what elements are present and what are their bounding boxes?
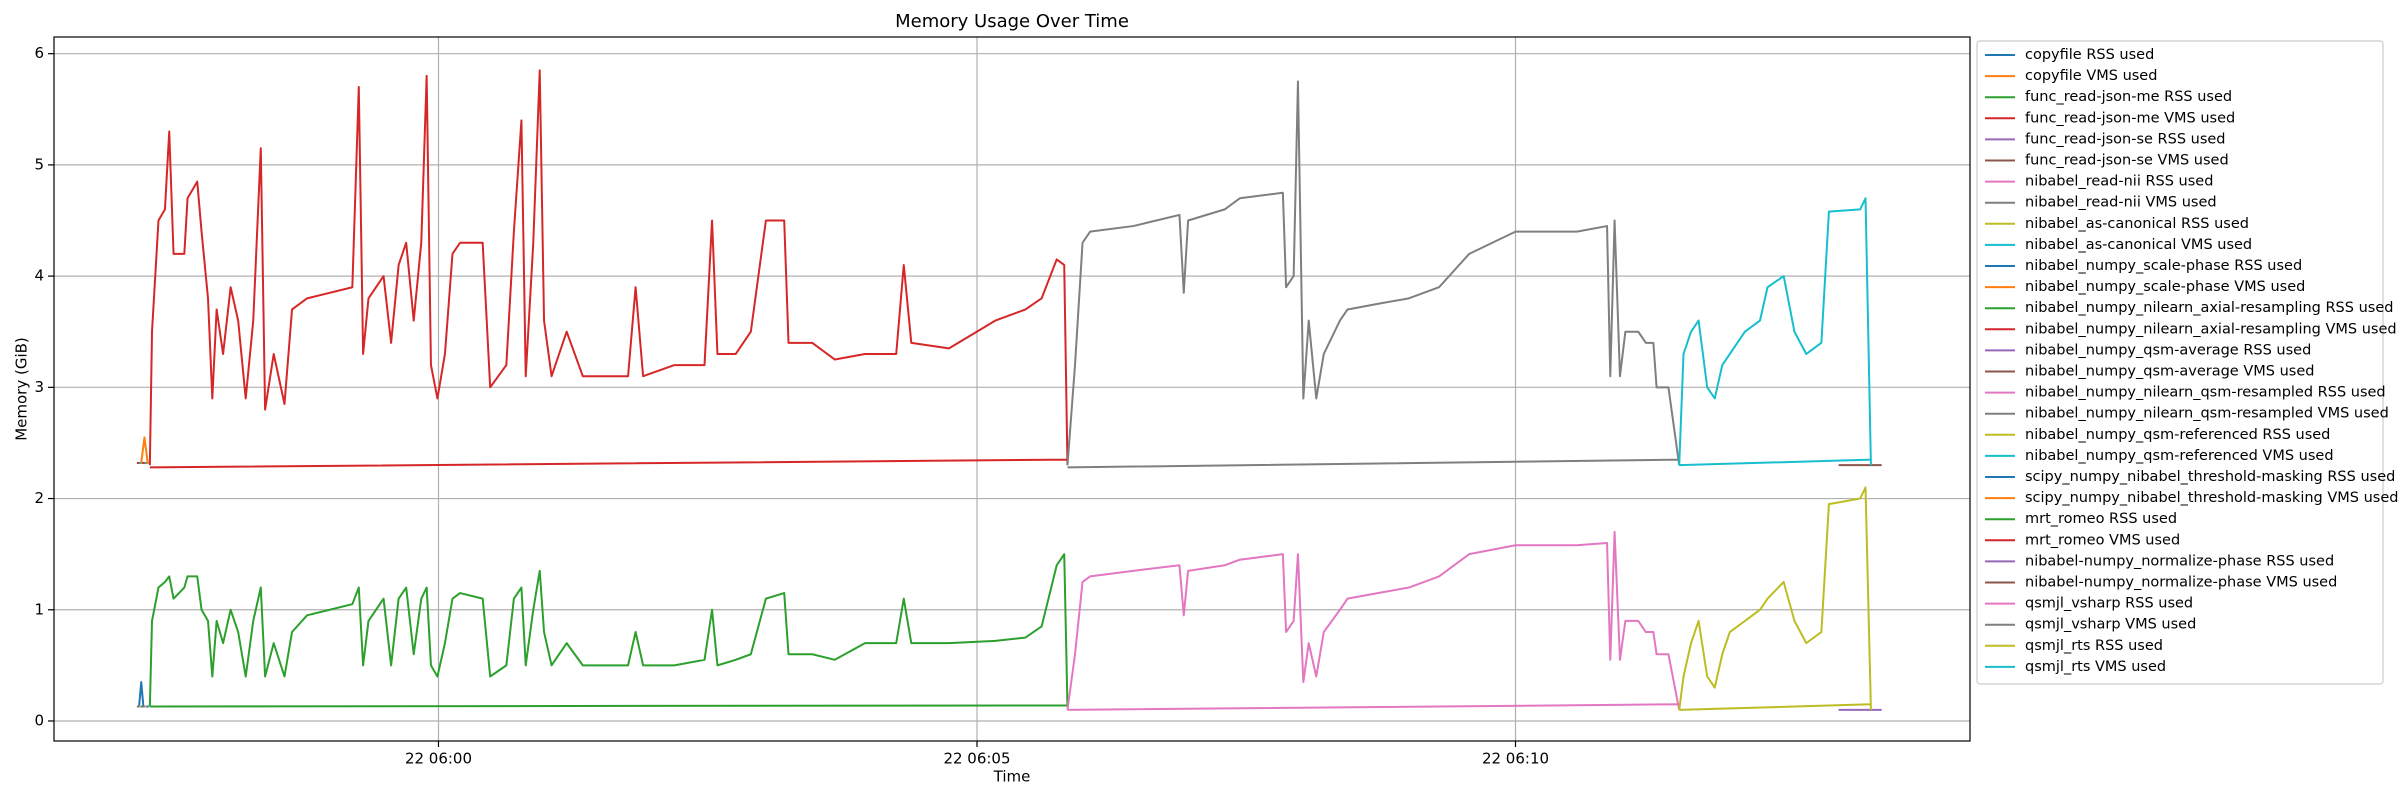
legend-label: nibabel_numpy_qsm-average VMS used xyxy=(2025,364,2314,380)
legend-label: nibabel_numpy_scale-phase RSS used xyxy=(2025,258,2302,274)
series-line xyxy=(1678,486,1872,711)
legend-label: nibabel_numpy_qsm-referenced VMS used xyxy=(2025,448,2334,464)
legend-label: nibabel-numpy_normalize-phase VMS used xyxy=(2025,575,2337,591)
x-tick-label: 22 06:10 xyxy=(1482,750,1549,768)
legend-label: func_read-json-se RSS used xyxy=(2025,131,2226,147)
legend-label: func_read-json-me VMS used xyxy=(2025,110,2235,126)
y-tick-label: 4 xyxy=(34,267,44,285)
legend-box xyxy=(1976,40,2384,685)
x-tick-label: 22 06:00 xyxy=(405,750,472,768)
legend-label: func_read-json-me RSS used xyxy=(2025,89,2232,105)
legend-label: mrt_romeo VMS used xyxy=(2025,532,2180,548)
legend-label: nibabel_numpy_nilearn_axial-resampling R… xyxy=(2025,300,2393,316)
x-tick-label: 22 06:05 xyxy=(943,750,1010,768)
legend-label: func_read-json-se VMS used xyxy=(2025,153,2229,169)
legend-label: qsmjl_vsharp VMS used xyxy=(2025,617,2196,633)
legend-label: nibabel_numpy_nilearn_qsm-resampled VMS … xyxy=(2025,406,2389,422)
legend-label: qsmjl_rts RSS used xyxy=(2025,638,2163,654)
y-axis-label: Memory (GiB) xyxy=(13,337,31,441)
series-line xyxy=(1678,197,1872,467)
series-line xyxy=(1066,80,1681,469)
x-axis-label: Time xyxy=(993,768,1031,786)
legend-label: nibabel_numpy_qsm-average RSS used xyxy=(2025,342,2311,358)
y-tick-label: 0 xyxy=(34,711,44,729)
legend-label: copyfile RSS used xyxy=(2025,47,2154,63)
series-line xyxy=(148,553,1069,708)
y-tick-label: 6 xyxy=(34,44,44,62)
legend-label: nibabel-numpy_normalize-phase RSS used xyxy=(2025,553,2334,569)
legend-label: nibabel_read-nii VMS used xyxy=(2025,195,2217,211)
y-tick-label: 5 xyxy=(34,155,44,173)
legend-label: nibabel_as-canonical VMS used xyxy=(2025,237,2252,253)
legend-label: scipy_numpy_nibabel_threshold-masking RS… xyxy=(2025,469,2395,485)
legend-label: copyfile VMS used xyxy=(2025,68,2157,84)
legend-label: nibabel_numpy_qsm-referenced RSS used xyxy=(2025,427,2330,443)
legend-label: nibabel_read-nii RSS used xyxy=(2025,174,2213,190)
series-line xyxy=(1066,530,1681,711)
legend-label: nibabel_numpy_nilearn_axial-resampling V… xyxy=(2025,321,2397,337)
legend-label: mrt_romeo RSS used xyxy=(2025,511,2177,527)
series-line xyxy=(140,436,149,464)
y-tick-label: 3 xyxy=(34,378,44,396)
legend-label: nibabel_as-canonical RSS used xyxy=(2025,216,2249,232)
plot-frame xyxy=(53,36,1971,742)
y-tick-label: 2 xyxy=(34,489,44,507)
plot-area xyxy=(136,69,1882,711)
legend-label: nibabel_numpy_scale-phase VMS used xyxy=(2025,279,2305,295)
series-line xyxy=(138,681,145,707)
y-tick-label: 1 xyxy=(34,600,44,618)
legend-label: scipy_numpy_nibabel_threshold-masking VM… xyxy=(2025,490,2398,506)
chart-title: Memory Usage Over Time xyxy=(895,11,1129,32)
legend-label: qsmjl_rts VMS used xyxy=(2025,659,2166,675)
legend-label: nibabel_numpy_nilearn_qsm-resampled RSS … xyxy=(2025,385,2386,401)
legend-label: qsmjl_vsharp RSS used xyxy=(2025,596,2193,612)
series-line xyxy=(148,69,1069,469)
